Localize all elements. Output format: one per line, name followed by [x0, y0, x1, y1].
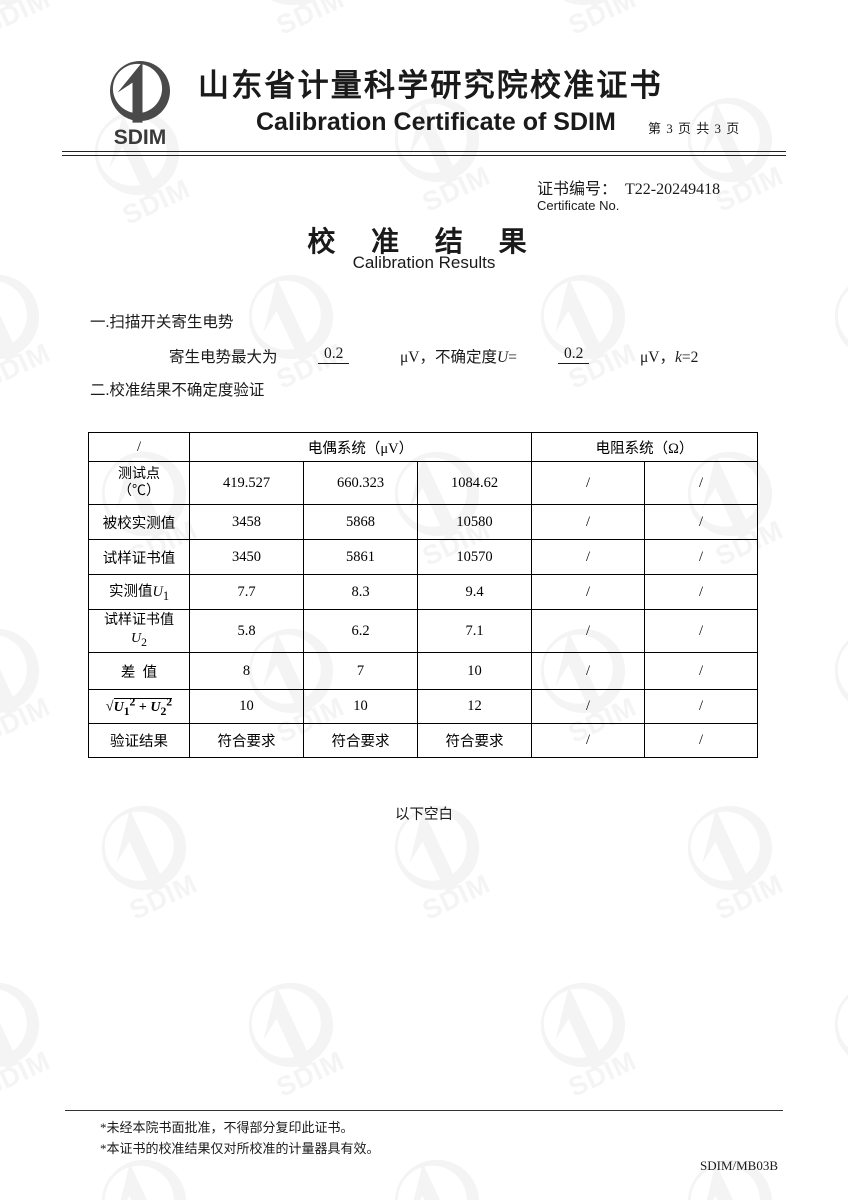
svg-text:SDIM: SDIM [564, 1045, 641, 1102]
svg-text:SDIM: SDIM [0, 0, 55, 41]
svg-text:SDIM: SDIM [272, 1045, 349, 1102]
svg-text:SDIM: SDIM [0, 691, 55, 748]
svg-text:SDIM: SDIM [711, 868, 788, 925]
svg-text:SDIM: SDIM [125, 868, 202, 925]
svg-text:SDIM: SDIM [418, 868, 495, 925]
svg-text:SDIM: SDIM [272, 0, 349, 41]
svg-text:SDIM: SDIM [711, 160, 788, 217]
svg-text:SDIM: SDIM [0, 337, 55, 394]
svg-text:SDIM: SDIM [418, 160, 495, 217]
svg-text:SDIM: SDIM [0, 1045, 55, 1102]
svg-text:SDIM: SDIM [564, 0, 641, 41]
